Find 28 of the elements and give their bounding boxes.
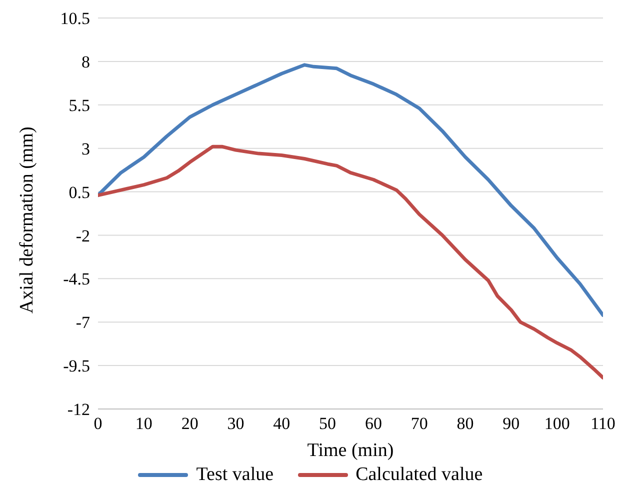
x-tick-label: 110 <box>590 414 616 434</box>
x-tick-label: 60 <box>364 414 382 434</box>
x-axis-title: Time (min) <box>307 440 394 461</box>
x-tick-label: 0 <box>94 414 102 434</box>
legend-label: Test value <box>196 464 274 486</box>
y-tick-label: -2 <box>76 226 90 246</box>
x-tick-label: 40 <box>273 414 290 434</box>
y-axis-title: Axial deformation (mm) <box>16 126 38 314</box>
y-tick-label: 10.5 <box>60 9 90 28</box>
x-tick-label: 80 <box>456 414 474 434</box>
y-tick-label: -7 <box>76 313 90 332</box>
y-tick-label: -4.5 <box>63 270 90 289</box>
y-tick-label: 0.5 <box>68 182 90 202</box>
x-tick-label: 70 <box>410 414 428 434</box>
y-tick-label: -12 <box>67 400 90 420</box>
x-tick-label: 90 <box>502 414 520 434</box>
x-tick-label: 50 <box>319 414 336 434</box>
y-tick-label: 3 <box>82 139 90 158</box>
line-series <box>98 63 603 317</box>
x-tick-label: 30 <box>227 414 244 434</box>
y-tick-label: 8 <box>82 52 90 72</box>
y-tick-label: 5.5 <box>68 96 90 115</box>
y-tick-label: -9.5 <box>63 356 90 376</box>
x-tick-label: 10 <box>135 414 152 434</box>
line-series <box>98 144 603 380</box>
x-tick-label: 100 <box>544 414 570 434</box>
legend-label: Calculated value <box>356 464 483 486</box>
x-tick-label: 20 <box>181 414 198 434</box>
